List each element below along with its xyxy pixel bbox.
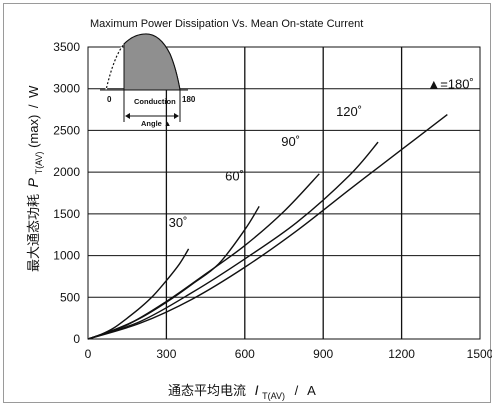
y-axis-label-unit: W (26, 85, 41, 98)
series-line (87, 248, 190, 340)
inset-caption-line1: Conduction (134, 97, 176, 106)
x-tick-label: 1500 (467, 347, 492, 361)
inset-start-label: 0 (107, 95, 112, 104)
series-line (87, 141, 379, 340)
y-tick-labels: 0 500 1000 1500 2000 2500 3000 3500 (53, 40, 80, 346)
x-tick-label: 600 (235, 347, 255, 361)
y-tick-label: 0 (73, 332, 80, 346)
series-label: 90˚ (281, 134, 300, 149)
x-tick-label: 300 (156, 347, 176, 361)
x-tick-labels: 0 300 600 900 1200 1500 (85, 347, 492, 361)
grid (88, 47, 480, 339)
inset-arrowhead-left (125, 113, 130, 119)
y-axis-label: 最大通态功耗 P T(AV) (max) / W (25, 85, 45, 272)
series-label: 60˚ (225, 168, 244, 183)
y-axis-label-subscript: T(AV) (34, 152, 44, 175)
y-tick-label: 2000 (53, 165, 80, 179)
x-axis-label-subscript: T(AV) (262, 391, 285, 401)
x-tick-label: 0 (85, 347, 92, 361)
series-line (87, 114, 448, 340)
y-tick-label: 3500 (53, 40, 80, 54)
chart: Maximum Power Dissipation Vs. Mean On-st… (25, 18, 492, 402)
y-tick-label: 3000 (53, 82, 80, 96)
conduction-angle-inset: 0 180 Conduction Angle ▲ (100, 33, 196, 128)
x-axis-label-unit: A (307, 383, 316, 398)
series-label: 120˚ (336, 104, 362, 119)
inset-arrowhead-right (174, 113, 179, 119)
inset-dashed-lead (105, 43, 125, 91)
y-tick-label: 500 (60, 290, 80, 304)
y-axis-label-symbol: P (25, 177, 41, 187)
chart-frame: Maximum Power Dissipation Vs. Mean On-st… (3, 3, 492, 403)
inset-caption-line2: Angle ▲ (141, 119, 171, 128)
series-line (87, 173, 320, 340)
chart-title: Maximum Power Dissipation Vs. Mean On-st… (90, 18, 363, 30)
series-lines (87, 114, 448, 340)
x-axis-label-text: 通态平均电流 (168, 383, 246, 398)
x-tick-label: 1200 (388, 347, 415, 361)
series-labels: 30˚ 60˚ 90˚ 120˚ ▲=180˚ (169, 77, 474, 230)
y-tick-label: 1000 (53, 249, 80, 263)
series-label: 30˚ (169, 215, 188, 230)
y-axis-label-suffix: (max) (26, 115, 41, 148)
axes (87, 46, 481, 340)
y-axis-label-text: 最大通态功耗 (26, 194, 41, 272)
inset-end-label: 180 (182, 95, 196, 104)
y-tick-label: 2500 (53, 123, 80, 137)
inset-conduction-area (123, 33, 181, 91)
x-axis-label-symbol: I (255, 382, 259, 398)
plot-area-border (87, 46, 481, 340)
y-tick-label: 1500 (53, 207, 80, 221)
series-label: ▲=180˚ (427, 77, 473, 92)
x-tick-label: 900 (313, 347, 333, 361)
x-axis-label: 通态平均电流 I T(AV) / A (168, 382, 316, 402)
y-axis-label-separator: / (26, 104, 41, 108)
x-axis-label-separator: / (295, 383, 299, 398)
